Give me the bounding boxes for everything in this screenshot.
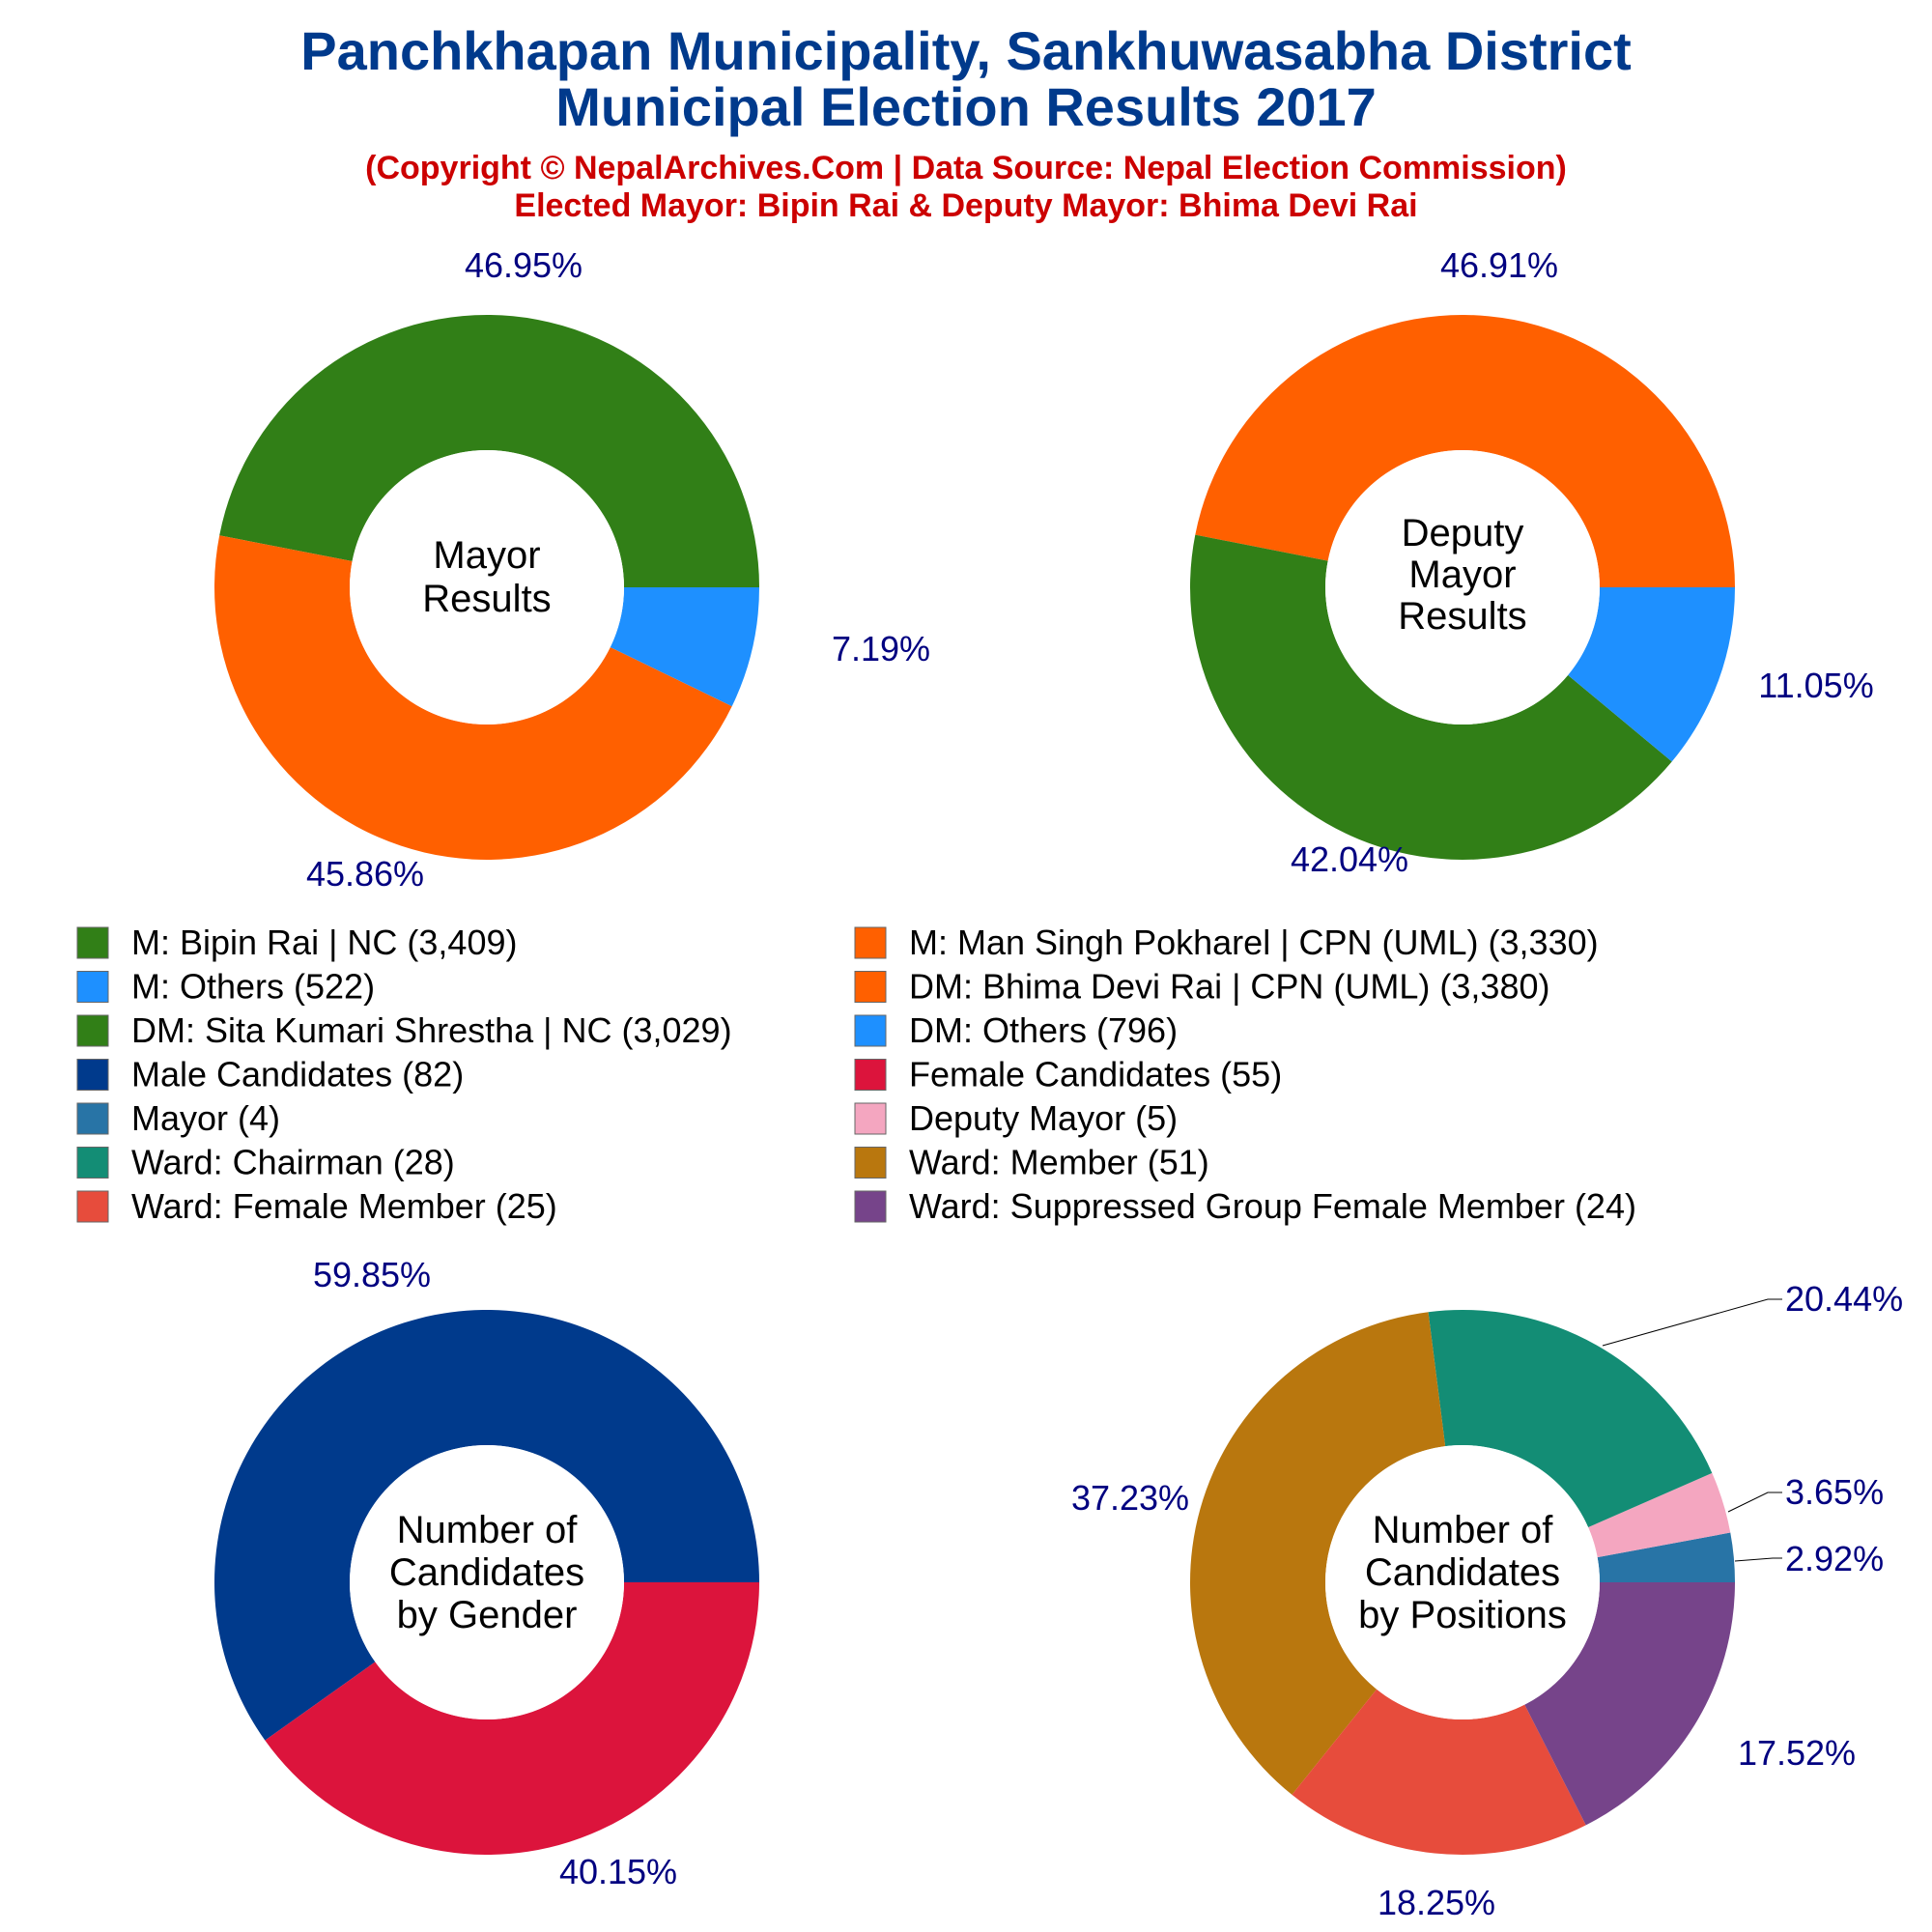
- legend: M: Bipin Rai | NC (3,409) M: Man Singh Po…: [76, 923, 1636, 1226]
- pie-slice-dm-others: [1568, 587, 1735, 762]
- donut-center-label: Number of: [1373, 1509, 1554, 1551]
- legend-swatch-ward-female-member-25: [76, 1190, 109, 1223]
- percent-label-dm-others: 11.05%: [1758, 666, 1873, 705]
- pie-slice-m-man-singh-pokharel-cpn-uml: [214, 535, 732, 860]
- percent-label-m-bipin-rai-nc: 46.95%: [465, 245, 582, 285]
- legend-label-deputy-mayor-5: Deputy Mayor (5): [909, 1098, 1178, 1138]
- percent-label-ward-chairman: 20.44%: [1785, 1279, 1903, 1319]
- donut-center-label: Candidates: [1365, 1551, 1560, 1594]
- legend-swatch-ward-suppressed-group-female-member-24: [854, 1190, 887, 1223]
- leader-line: [1602, 1298, 1782, 1347]
- pie-slice-deputy-mayor: [1588, 1472, 1731, 1558]
- pie-slice-ward-chairman: [1428, 1309, 1713, 1528]
- pie-slice-ward-member: [1190, 1312, 1446, 1795]
- donut-hole: [1325, 1445, 1600, 1719]
- percent-label-mayor: 2.92%: [1785, 1539, 1884, 1578]
- donut-center-label: Number of: [397, 1509, 579, 1551]
- legend-swatch-ward-member-51: [854, 1147, 887, 1179]
- pie-slice-m-others: [610, 587, 759, 707]
- percent-label-ward-suppressed-group-female-member: 17.52%: [1738, 1733, 1856, 1773]
- donut-hole: [350, 450, 624, 724]
- percent-label-ward-member: 37.23%: [1071, 1478, 1189, 1518]
- legend-label-male-candidates-82: Male Candidates (82): [131, 1055, 464, 1094]
- legend-swatch-m-man-singh-pokharel-cpn-uml-3-330: [854, 926, 887, 959]
- legend-label-m-others-522: M: Others (522): [131, 967, 375, 1007]
- percent-label-m-man-singh-pokharel-cpn-uml: 45.86%: [306, 854, 424, 894]
- donut-center-label: by Gender: [397, 1594, 578, 1636]
- donut-center-label: Candidates: [389, 1551, 584, 1594]
- legend-label-m-bipin-rai-nc-3-409: M: Bipin Rai | NC (3,409): [131, 923, 517, 962]
- leader-line: [1727, 1492, 1782, 1513]
- legend-swatch-deputy-mayor-5: [854, 1102, 887, 1135]
- legend-label-ward-suppressed-group-female-member-24: Ward: Suppressed Group Female Member (24…: [909, 1186, 1636, 1226]
- legend-label-dm-others-796: DM: Others (796): [909, 1010, 1178, 1050]
- donut-hole: [350, 1445, 624, 1719]
- legend-label-ward-chairman-28: Ward: Chairman (28): [131, 1143, 455, 1182]
- leader-line: [1734, 1557, 1782, 1562]
- subtitle-line-1: (Copyright © NepalArchives.Com | Data So…: [365, 150, 1567, 186]
- donut-center-label: Deputy: [1402, 512, 1524, 554]
- pie-slice-dm-bhima-devi-rai-cpn-uml: [1195, 315, 1735, 587]
- pie-slice-mayor: [1597, 1532, 1735, 1582]
- percent-label-deputy-mayor: 3.65%: [1785, 1472, 1884, 1512]
- donut-center-label: Results: [1398, 595, 1526, 638]
- pie-slice-male-candidates: [214, 1310, 759, 1741]
- pie-slice-ward-female-member: [1292, 1689, 1586, 1855]
- legend-swatch-m-bipin-rai-nc-3-409: [76, 926, 109, 959]
- donut-center-label: Results: [422, 578, 551, 620]
- legend-swatch-male-candidates-82: [76, 1059, 109, 1091]
- legend-swatch-dm-sita-kumari-shrestha-nc-3-029: [76, 1014, 109, 1047]
- donut-center-label: Mayor: [1408, 554, 1516, 596]
- legend-swatch-dm-others-796: [854, 1014, 887, 1047]
- legend-label-mayor-4: Mayor (4): [131, 1098, 280, 1138]
- legend-label-female-candidates-55: Female Candidates (55): [909, 1055, 1282, 1094]
- legend-label-ward-female-member-25: Ward: Female Member (25): [131, 1186, 557, 1226]
- pie-slice-female-candidates: [265, 1582, 759, 1856]
- legend-swatch-m-others-522: [76, 971, 109, 1003]
- percent-label-male-candidates: 59.85%: [313, 1255, 431, 1294]
- legend-swatch-mayor-4: [76, 1102, 109, 1135]
- legend-swatch-female-candidates-55: [854, 1059, 887, 1091]
- percent-label-dm-sita-kumari-shrestha-nc: 42.04%: [1291, 839, 1408, 879]
- pie-slice-m-bipin-rai-nc: [219, 314, 760, 587]
- title-line-1: Panchkhapan Municipality, Sankhuwasabha …: [300, 20, 1632, 81]
- legend-label-dm-bhima-devi-rai-cpn-uml-3-380: DM: Bhima Devi Rai | CPN (UML) (3,380): [909, 967, 1550, 1007]
- pie-slice-dm-sita-kumari-shrestha-nc: [1190, 534, 1672, 860]
- subtitle-line-2: Elected Mayor: Bipin Rai & Deputy Mayor:…: [514, 187, 1417, 224]
- donut-center-label: by Positions: [1358, 1594, 1567, 1636]
- legend-swatch-ward-chairman-28: [76, 1147, 109, 1179]
- legend-label-m-man-singh-pokharel-cpn-uml-3-330: M: Man Singh Pokharel | CPN (UML) (3,330…: [909, 923, 1599, 962]
- legend-label-ward-member-51: Ward: Member (51): [909, 1143, 1209, 1182]
- donut-center-label: Mayor: [433, 534, 540, 577]
- title-line-2: Municipal Election Results 2017: [555, 76, 1377, 137]
- pie-slice-ward-suppressed-group-female-member: [1524, 1582, 1735, 1826]
- legend-swatch-dm-bhima-devi-rai-cpn-uml-3-380: [854, 971, 887, 1003]
- percent-label-female-candidates: 40.15%: [559, 1852, 677, 1891]
- percent-label-m-others: 7.19%: [832, 629, 930, 668]
- percent-label-dm-bhima-devi-rai-cpn-uml: 46.91%: [1440, 245, 1558, 285]
- percent-label-ward-female-member: 18.25%: [1378, 1883, 1495, 1922]
- donut-hole: [1325, 450, 1600, 724]
- legend-label-dm-sita-kumari-shrestha-nc-3-029: DM: Sita Kumari Shrestha | NC (3,029): [131, 1010, 732, 1050]
